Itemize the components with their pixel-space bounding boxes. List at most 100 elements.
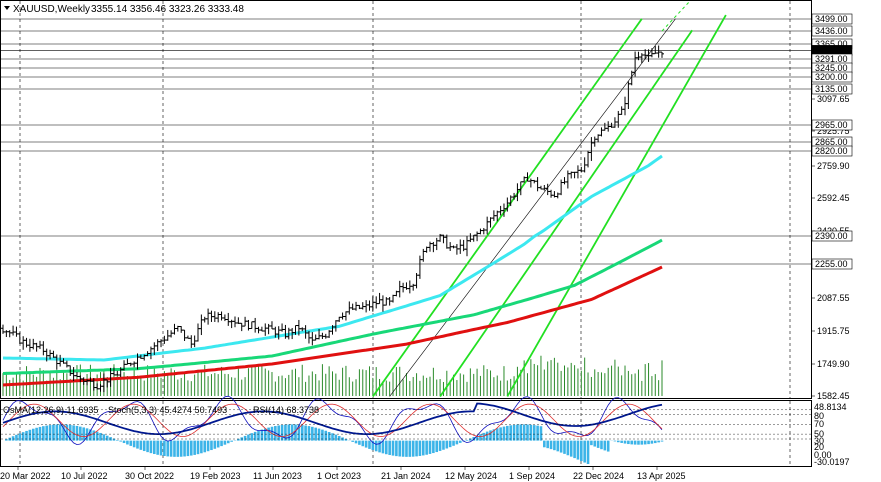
osma-bar (458, 440, 462, 443)
vertical-gridlines (19, 1, 791, 466)
osma-bar (45, 425, 49, 441)
osma-bar (559, 440, 563, 453)
osma-bar (381, 440, 385, 454)
osma-bar (112, 438, 116, 441)
moving-average-1 (2, 238, 663, 375)
level-label: 3200.00 (815, 72, 848, 82)
osma-bar (42, 426, 45, 441)
channel-line-0-2 (506, 14, 727, 397)
osma-bar (196, 440, 200, 455)
y-tick-label: 3097.65 (817, 94, 850, 104)
osma-bar (173, 440, 176, 457)
y-tick-label: 2592.45 (817, 193, 850, 203)
osma-bar (62, 424, 65, 441)
osma-bar (509, 425, 512, 441)
osma-bar (378, 440, 381, 453)
osma-bar (324, 430, 328, 441)
osma-bar (297, 424, 301, 441)
y-tick-label: 2087.55 (817, 293, 850, 303)
x-tick-label: 11 Jun 2023 (253, 471, 302, 481)
osma-bar (405, 440, 408, 457)
osma-bar (418, 440, 422, 456)
osma-bar (68, 424, 72, 441)
osma-bar (425, 440, 428, 455)
osma-bar (442, 440, 445, 450)
osma-bar (15, 434, 18, 441)
osma-bar (368, 440, 371, 449)
osma-bar (193, 440, 196, 455)
y-tick-label: 2925.75 (817, 126, 850, 136)
x-tick-label: 21 Jan 2024 (381, 471, 431, 481)
osma-bar (590, 440, 593, 446)
osma-bar (408, 440, 412, 457)
osma-bar (146, 440, 149, 453)
osma-bar (529, 424, 533, 441)
osma-bar (573, 440, 576, 459)
osma-bar (139, 440, 143, 450)
osma-bar (492, 429, 496, 441)
indicator-tick-label: 0.00 (814, 450, 832, 460)
osma-bar (179, 440, 183, 457)
y-tick-label: 1915.75 (817, 326, 850, 336)
osma-bar (263, 428, 267, 441)
osma-bar (28, 429, 32, 441)
osma-bar (210, 440, 213, 451)
osma-bar (52, 424, 55, 441)
osma-bar (337, 436, 341, 441)
osma-bar (539, 426, 543, 441)
osma-bar (105, 435, 109, 441)
stoch-signal-line (2, 403, 663, 438)
osma-bar (576, 440, 580, 460)
osma-bar (247, 434, 250, 441)
osma-bar (371, 440, 375, 451)
osma-bar (502, 426, 506, 441)
osma-bar (200, 440, 203, 454)
level-label-box (811, 71, 853, 83)
osma-bar (384, 440, 388, 455)
indicator-tick-label: 20 (814, 442, 824, 452)
osma-bar (519, 424, 523, 441)
symbol-title[interactable]: XAUUSD,Weekly (13, 4, 90, 15)
symbol-dropdown-icon[interactable] (4, 6, 10, 10)
osma-bar (653, 440, 657, 444)
osma-bar (119, 440, 122, 442)
osma-bar (637, 440, 640, 445)
osma-bar (21, 432, 25, 441)
osma-bar (553, 440, 556, 451)
osma-bar (563, 440, 566, 454)
osma-bar (354, 440, 358, 444)
osma-bar (65, 424, 69, 441)
x-tick-label: 1 Sep 2024 (509, 471, 555, 481)
osma-bar (603, 440, 607, 451)
x-tick-label: 13 Apr 2025 (637, 471, 686, 481)
x-tick-label: 12 May 2024 (445, 471, 497, 481)
osma-bar (361, 440, 365, 447)
osma-bar (351, 440, 354, 442)
level-label: 3333.48 (815, 45, 848, 55)
osma-bar (398, 440, 402, 457)
osma-bar (512, 424, 516, 441)
osma-bar (647, 440, 650, 445)
stoch-main-line (2, 395, 663, 446)
level-label-box (811, 258, 853, 270)
osma-bar (149, 440, 153, 454)
osma-bar (482, 432, 486, 441)
osma-bar (31, 428, 35, 441)
osma-bar (395, 440, 398, 457)
osma-bar (465, 439, 469, 441)
osma-bar (38, 426, 42, 441)
osma-bar (479, 434, 482, 441)
osma-bar (314, 427, 317, 441)
osma-bar (428, 440, 432, 454)
osma-bar (435, 440, 439, 453)
osma-bar (543, 440, 546, 448)
osma-bar (116, 440, 119, 441)
osma-bar (526, 424, 529, 441)
y-tick-label: 1749.90 (817, 359, 850, 369)
osma-bar (153, 440, 156, 455)
osma-bar (657, 440, 660, 443)
level-label-box (811, 13, 853, 25)
osma-bar (334, 434, 338, 441)
